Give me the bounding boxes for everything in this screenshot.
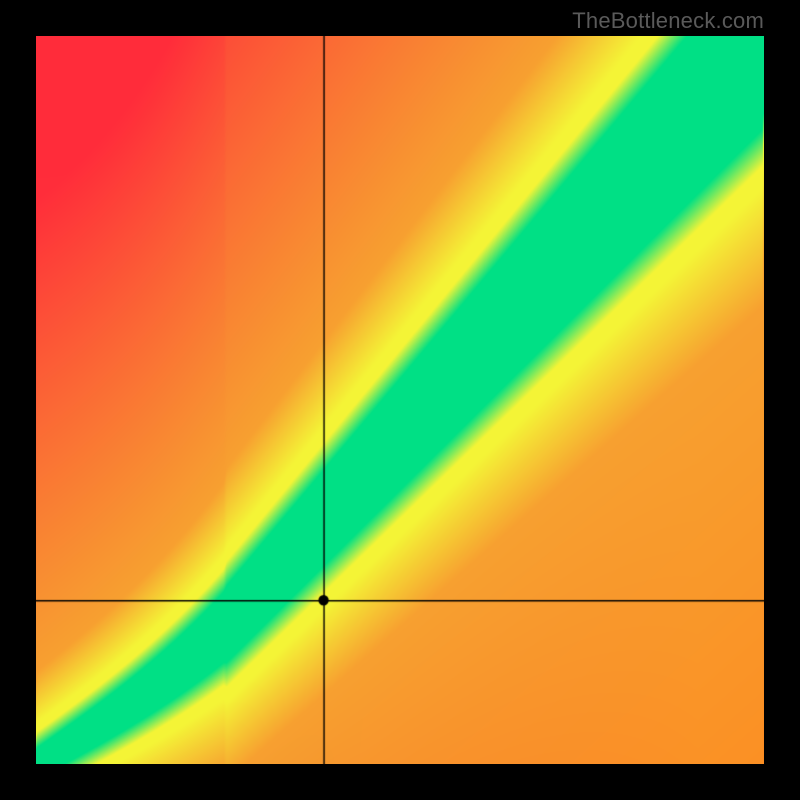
watermark-text: TheBottleneck.com <box>572 8 764 34</box>
plot-area <box>36 36 764 764</box>
chart-frame: TheBottleneck.com <box>0 0 800 800</box>
bottleneck-heatmap <box>36 36 764 764</box>
